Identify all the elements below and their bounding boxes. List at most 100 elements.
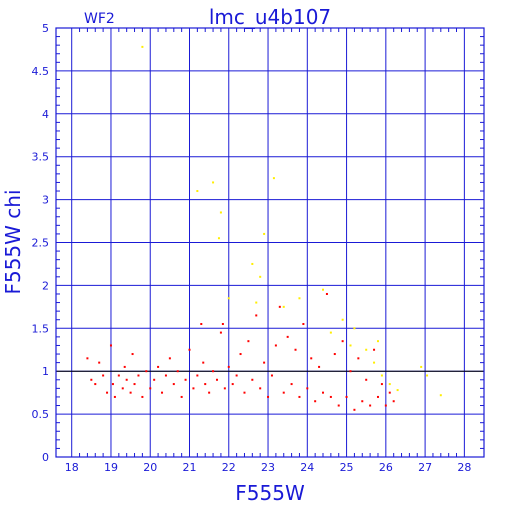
yellow-data-point [212,181,215,184]
x-tick-label: 20 [143,461,157,474]
red-data-point [215,378,218,381]
y-tick-label: 2.5 [32,237,50,250]
red-data-point [239,353,242,356]
red-data-point [90,378,93,381]
x-tick-label: 18 [65,461,79,474]
red-data-point [345,395,348,398]
red-data-point [86,357,89,360]
yellow-data-point [365,348,368,351]
x-axis-label: F555W [235,481,305,505]
yellow-data-point [227,297,230,300]
red-data-point [278,305,281,308]
red-data-point [282,391,285,394]
red-data-point [392,400,395,403]
yellow-data-point [219,211,222,214]
red-data-point [270,374,273,377]
y-tick-label: 1.5 [32,322,50,335]
red-data-point [212,370,215,373]
yellow-data-point [420,365,423,368]
yellow-data-point [255,301,258,304]
red-data-point [376,395,379,398]
red-data-point [329,395,332,398]
yellow-data-point [196,190,199,193]
red-data-point [106,391,109,394]
yellow-data-point [376,340,379,343]
x-tick-labels: 18 19 20 21 22 23 24 25 26 27 28 [65,461,472,474]
red-data-point [353,408,356,411]
yellow-data-point [141,45,144,48]
red-data-point [180,395,183,398]
plot-frame [55,27,485,458]
red-data-point [310,357,313,360]
red-data-point [202,361,205,364]
red-data-point [137,374,140,377]
red-data-point [145,370,148,373]
red-data-point [337,404,340,407]
x-tick-label: 19 [104,461,118,474]
yellow-data-point [322,288,325,291]
yellow-data-point [298,297,301,300]
red-data-point [294,348,297,351]
panel-label: WF2 [84,11,115,27]
red-data-point [333,353,336,356]
y-tick-labels: 0 0.5 1 1.5 2 2.5 3 3.5 4 4.5 5 [32,22,50,464]
red-data-point [302,323,305,326]
red-data-point [235,374,238,377]
x-tick-label: 27 [418,461,432,474]
yellow-data-point [217,237,220,240]
red-data-point [196,374,199,377]
red-data-point [361,400,364,403]
red-data-point [365,378,368,381]
red-data-point [168,357,171,360]
red-data-point [125,378,128,381]
red-data-point [157,365,160,368]
x-tick-label: 24 [300,461,314,474]
red-data-point [188,348,191,351]
yellow-data-point [329,331,332,334]
y-tick-label: 1 [42,365,49,378]
x-tick-label: 21 [183,461,197,474]
y-axis-label: F555W chi [1,189,25,294]
x-tick-label: 28 [457,461,471,474]
red-data-point [176,370,179,373]
x-tick-label: 25 [340,461,354,474]
y-tick-label: 0.5 [32,408,50,421]
yellow-data-point [396,389,399,392]
red-data-point [133,383,136,386]
red-data-point [98,361,101,364]
red-data-point [192,387,195,390]
red-data-point [223,387,226,390]
red-data-point [200,323,203,326]
red-data-point [325,292,328,295]
red-data-point [380,383,383,386]
red-data-point [121,387,124,390]
data-points [86,45,442,411]
red-data-point [113,395,116,398]
yellow-data-point [341,318,344,321]
red-data-point [322,391,325,394]
red-data-point [153,378,156,381]
y-tick-label: 4 [42,108,49,121]
yellow-data-point [251,262,254,265]
red-data-point [102,374,105,377]
red-data-point [184,378,187,381]
y-tick-label: 3.5 [32,151,50,164]
red-data-point [286,335,289,338]
yellow-data-point [259,275,262,278]
yellow-data-point [353,327,356,330]
red-data-point [290,383,293,386]
red-data-point [267,395,270,398]
yellow-data-point [282,305,285,308]
red-data-point [243,391,246,394]
red-data-point [259,387,262,390]
red-data-point [227,365,230,368]
red-data-point [384,404,387,407]
red-data-point [94,383,97,386]
chart-title: lmc_u4b107 [209,5,331,29]
yellow-data-point [388,383,391,386]
y-tick-label: 3 [42,194,49,207]
yellow-data-point [380,374,383,377]
red-data-point [208,391,211,394]
